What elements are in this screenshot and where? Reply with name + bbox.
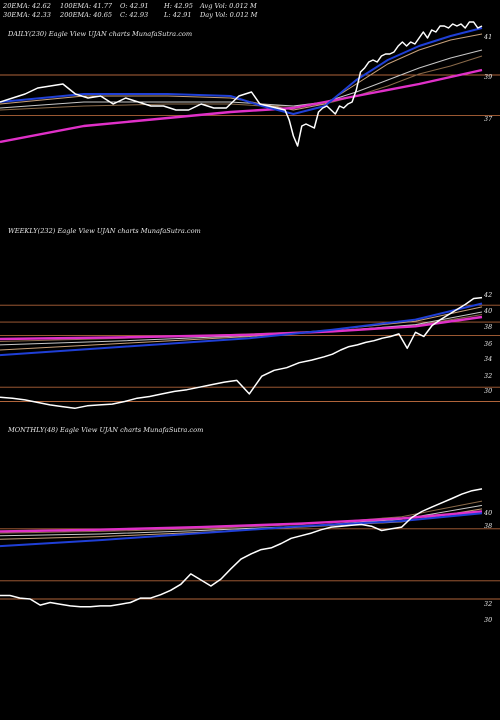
series-price (0, 21, 483, 147)
series-ema30 (0, 33, 483, 111)
y-tick-label: 30 (484, 616, 492, 624)
y-tick-label: 38 (484, 323, 492, 331)
series-price (0, 296, 483, 410)
series-ema200 (0, 510, 483, 533)
stat-high: H: 42.95 (163, 2, 193, 10)
panel-0: 41 39 37 (0, 21, 500, 147)
y-tick-label: 40 (483, 509, 492, 517)
series-ema20 (0, 512, 483, 548)
y-tick-label: 42 (483, 291, 492, 299)
y-tick-label: 36 (484, 340, 492, 348)
series-ema_extra (0, 500, 483, 534)
stat-open: O: 42.91 (120, 2, 149, 10)
stat-avg-vol: Avg Vol: 0.012 M (199, 2, 257, 10)
series-ema200 (0, 68, 483, 144)
weekly-panel-title: WEEKLY(232) Eagle View UJAN charts Munaf… (8, 227, 201, 235)
stat-ema20: 20EMA: 42.62 (2, 2, 51, 10)
y-tick-label: 37 (484, 115, 493, 123)
series-ema_extra (0, 55, 483, 111)
y-tick-label: 30 (484, 387, 492, 395)
y-tick-label: 40 (483, 307, 492, 315)
y-tick-label: 32 (484, 600, 492, 608)
panel-1: 42 40 38 36 34 32 30 (0, 291, 500, 410)
series-ema20 (0, 27, 483, 115)
y-tick-label: 34 (484, 355, 492, 363)
series-ema20 (0, 302, 483, 357)
y-tick-label: 41 (483, 33, 492, 41)
stat-ema100: 100EMA: 41.77 (60, 2, 113, 10)
stat-day-vol: Day Vol: 0.012 M (199, 11, 258, 19)
stat-close: C: 42.93 (120, 11, 148, 19)
stat-low: L: 42.91 (163, 11, 192, 19)
plot-layer: 41 39 37 42 40 38 36 34 32 30 40 38 32 30 (0, 21, 500, 624)
y-tick-label: 32 (484, 372, 492, 380)
panel-2: 40 38 32 30 (0, 488, 500, 624)
series-price (0, 488, 483, 608)
y-tick-label: 38 (484, 522, 492, 530)
daily-panel-title: DAILY(230) Eagle View UJAN charts Munafa… (7, 30, 192, 38)
stat-ema200: 200EMA: 40.65 (59, 11, 112, 19)
stat-ema30: 30EMA: 42.33 (3, 11, 51, 19)
monthly-panel-title: MONTHLY(48) Eagle View UJAN charts Munaf… (7, 426, 203, 434)
y-tick-label: 39 (484, 73, 492, 81)
stats-header: 20EMA: 42.62 100EMA: 41.77 O: 42.91 H: 4… (2, 2, 258, 19)
